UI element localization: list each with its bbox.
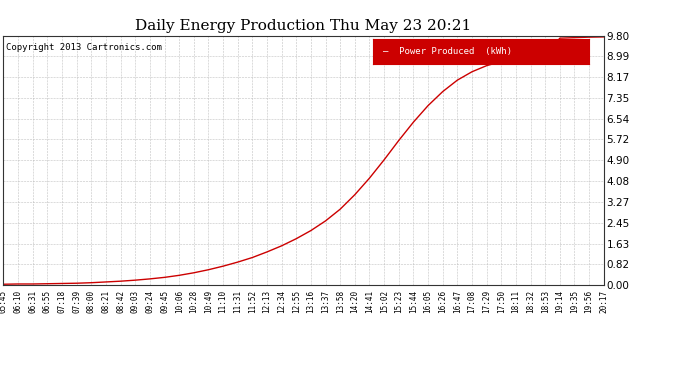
Title: Daily Energy Production Thu May 23 20:21: Daily Energy Production Thu May 23 20:21 xyxy=(135,19,472,33)
Text: Copyright 2013 Cartronics.com: Copyright 2013 Cartronics.com xyxy=(6,43,162,52)
